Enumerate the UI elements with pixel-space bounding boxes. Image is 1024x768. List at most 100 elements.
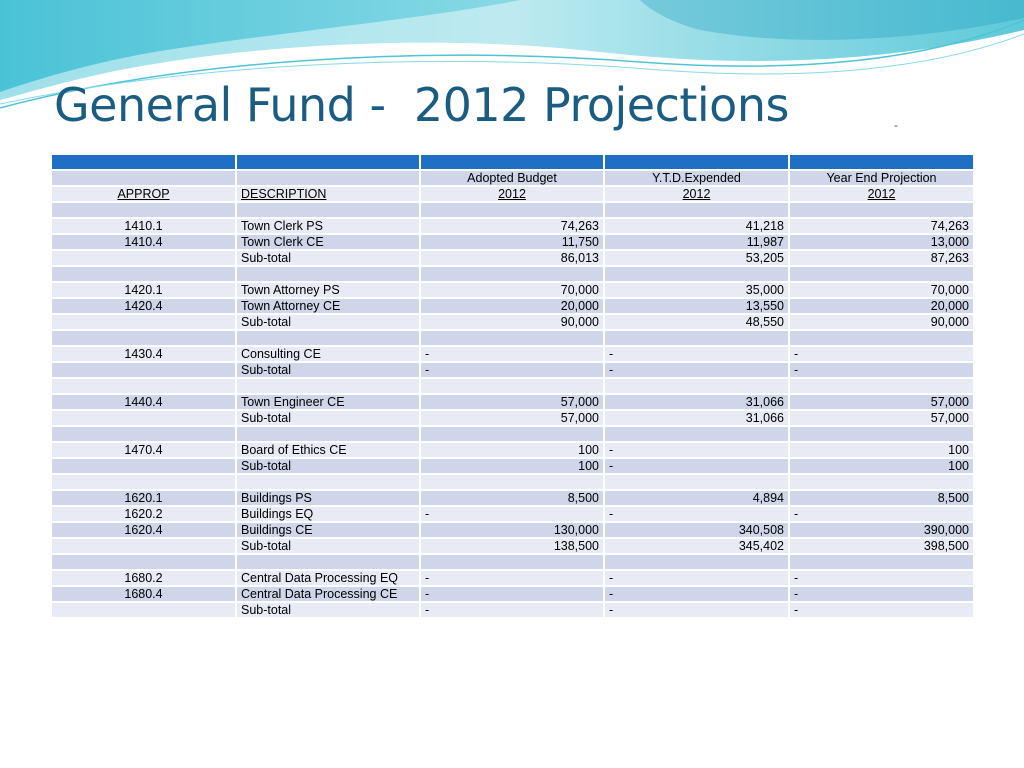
header-year-budget-label: 2012 [498, 187, 526, 201]
header-row-top: Adopted Budget Y.T.D.Expended Year End P… [50, 169, 975, 187]
header-description: DESCRIPTION [235, 185, 421, 203]
title-mark: - [894, 118, 898, 132]
approp-cell: 1440.4 [50, 393, 237, 411]
year-end-projection-cell: 87,263 [788, 249, 975, 267]
description-cell: Consulting CE [235, 345, 421, 363]
approp-cell: 1420.1 [50, 281, 237, 299]
spacer-cell [50, 201, 237, 219]
spacer-cell [50, 425, 237, 443]
header-description-label: DESCRIPTION [241, 187, 327, 201]
table-row: 1410.1 Town Clerk PS 74,263 41,218 74,263 [50, 217, 975, 235]
spacer-cell [788, 201, 975, 219]
year-end-projection-cell: 100 [788, 457, 975, 475]
slide-title: General Fund - 2012 Projections [54, 78, 789, 132]
header-year-ytd: 2012 [603, 185, 790, 203]
ytd-expended-cell: 345,402 [603, 537, 790, 555]
approp-cell: 1410.1 [50, 217, 237, 235]
header-year-projection: 2012 [788, 185, 975, 203]
spacer-row [50, 201, 975, 219]
approp-cell: 1420.4 [50, 297, 237, 315]
approp-cell [50, 409, 237, 427]
header-approp-label: APPROP [117, 187, 170, 201]
adopted-budget-cell: - [419, 585, 605, 603]
approp-cell: 1680.2 [50, 569, 237, 587]
year-end-projection-cell: 74,263 [788, 217, 975, 235]
table-row: 1420.1 Town Attorney PS 70,000 35,000 70,000 [50, 281, 975, 299]
description-cell: Town Clerk CE [235, 233, 421, 251]
spacer-cell [603, 329, 790, 347]
ytd-expended-cell: - [603, 441, 790, 459]
spacer-cell [419, 201, 605, 219]
general-fund-table: Adopted Budget Y.T.D.Expended Year End P… [50, 153, 975, 619]
approp-cell [50, 457, 237, 475]
ytd-expended-cell: - [603, 361, 790, 379]
header-bar-cell [603, 153, 790, 171]
spacer-cell [50, 329, 237, 347]
spacer-row [50, 265, 975, 283]
description-cell: Town Clerk PS [235, 217, 421, 235]
approp-cell: 1680.4 [50, 585, 237, 603]
subtotal-row: Sub-total 100-100 [50, 457, 975, 475]
adopted-budget-cell: - [419, 361, 605, 379]
header-bar-cell [788, 153, 975, 171]
approp-cell: 1410.4 [50, 233, 237, 251]
spacer-row [50, 473, 975, 491]
year-end-projection-cell: 90,000 [788, 313, 975, 331]
description-cell: Town Engineer CE [235, 393, 421, 411]
table-row: 1420.4 Town Attorney CE 20,000 13,550 20,000 [50, 297, 975, 315]
year-end-projection-cell: - [788, 601, 975, 619]
adopted-budget-cell: 20,000 [419, 297, 605, 315]
spacer-cell [235, 201, 421, 219]
spacer-cell [419, 377, 605, 395]
ytd-expended-cell: 11,987 [603, 233, 790, 251]
spacer-cell [235, 473, 421, 491]
ytd-expended-cell: - [603, 601, 790, 619]
adopted-budget-cell: 70,000 [419, 281, 605, 299]
approp-cell: 1430.4 [50, 345, 237, 363]
ytd-expended-cell: 4,894 [603, 489, 790, 507]
spacer-cell [788, 473, 975, 491]
adopted-budget-cell: 8,500 [419, 489, 605, 507]
header-year-projection-label: 2012 [867, 187, 896, 201]
header-year-end-projection: Year End Projection [788, 169, 975, 187]
header-bar-cell [419, 153, 605, 171]
approp-cell [50, 361, 237, 379]
ytd-expended-cell: - [603, 345, 790, 363]
header-bar-cell [50, 153, 237, 171]
spacer-cell [50, 473, 237, 491]
subtotal-row: Sub-total 86,013 53,205 87,263 [50, 249, 975, 267]
subtotal-row: Sub-total - - - [50, 601, 975, 619]
spacer-cell [50, 265, 237, 283]
spacer-cell [419, 329, 605, 347]
header-row-columns: APPROP DESCRIPTION 2012 2012 2012 [50, 185, 975, 203]
adopted-budget-cell: 74,263 [419, 217, 605, 235]
table-row: 1620.4 Buildings CE 130,000 340,508 390,000 [50, 521, 975, 539]
ytd-expended-cell: - [603, 457, 790, 475]
approp-cell: 1620.2 [50, 505, 237, 523]
subtotal-label: Sub-total [235, 313, 421, 331]
spacer-cell [603, 473, 790, 491]
year-end-projection-cell: 70,000 [788, 281, 975, 299]
header-cell-empty [50, 169, 237, 187]
spacer-cell [50, 377, 237, 395]
adopted-budget-cell: 86,013 [419, 249, 605, 267]
adopted-budget-cell: 57,000 [419, 409, 605, 427]
subtotal-row: Sub-total - - - [50, 361, 975, 379]
approp-cell [50, 249, 237, 267]
approp-cell [50, 601, 237, 619]
ytd-expended-cell: - [603, 585, 790, 603]
subtotal-label: Sub-total [235, 361, 421, 379]
adopted-budget-cell: - [419, 601, 605, 619]
ytd-expended-cell: 13,550 [603, 297, 790, 315]
ytd-expended-cell: 41,218 [603, 217, 790, 235]
year-end-projection-cell: - [788, 345, 975, 363]
year-end-projection-cell: 57,000 [788, 409, 975, 427]
description-cell: Town Attorney CE [235, 297, 421, 315]
table-row: 1620.1 Buildings PS 8,500 4,894 8,500 [50, 489, 975, 507]
spacer-cell [419, 425, 605, 443]
adopted-budget-cell: 90,000 [419, 313, 605, 331]
spacer-cell [419, 265, 605, 283]
spacer-cell [235, 329, 421, 347]
header-ytd-expended: Y.T.D.Expended [603, 169, 790, 187]
spacer-cell [603, 425, 790, 443]
